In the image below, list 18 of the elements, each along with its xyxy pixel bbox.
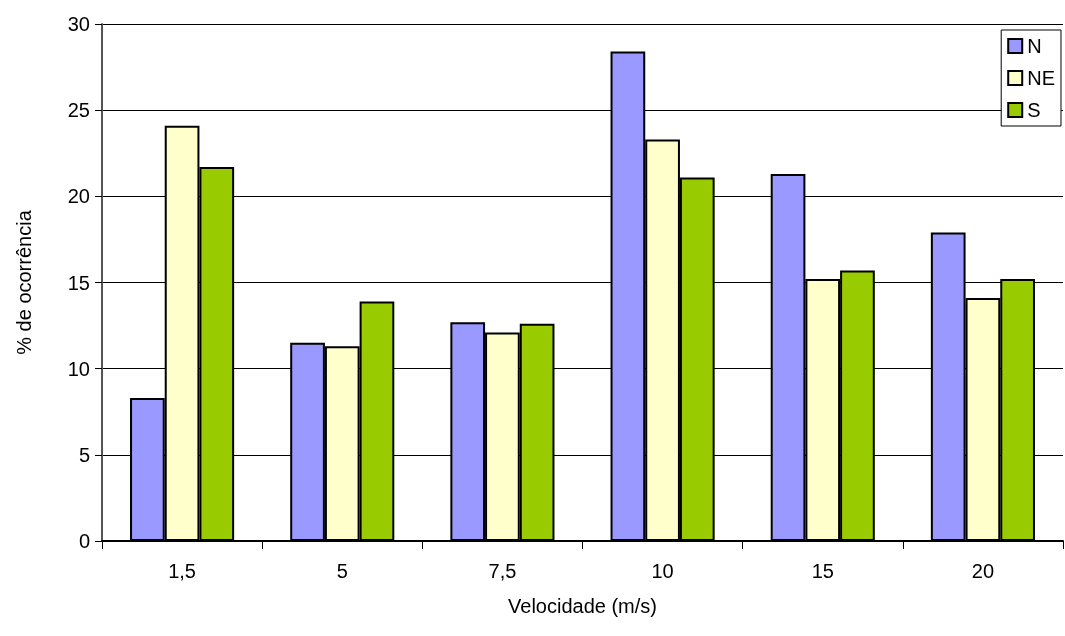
y-tick-label: 20 xyxy=(67,185,90,208)
y-tick-label: 0 xyxy=(78,530,90,552)
x-tick-label: 1,5 xyxy=(168,560,196,582)
x-axis-title: Velocidade (m/s) xyxy=(508,595,657,617)
x-tick-label: 10 xyxy=(651,560,674,582)
y-tick-label: 25 xyxy=(67,99,90,122)
legend-label: S xyxy=(1027,99,1041,121)
y-tick-label: 30 xyxy=(67,13,90,35)
x-tick-label: 20 xyxy=(971,560,995,582)
legend-label: N xyxy=(1027,35,1042,57)
y-axis-title: % de ocorrência xyxy=(13,209,35,355)
legend-label: NE xyxy=(1027,67,1056,89)
y-tick-label: 5 xyxy=(78,443,90,466)
x-tick-label: 7,5 xyxy=(488,560,517,582)
x-tick-label: 5 xyxy=(336,560,348,582)
y-tick-label: 10 xyxy=(67,357,90,380)
y-tick-label: 15 xyxy=(67,271,90,294)
x-tick-label: 15 xyxy=(811,560,834,582)
